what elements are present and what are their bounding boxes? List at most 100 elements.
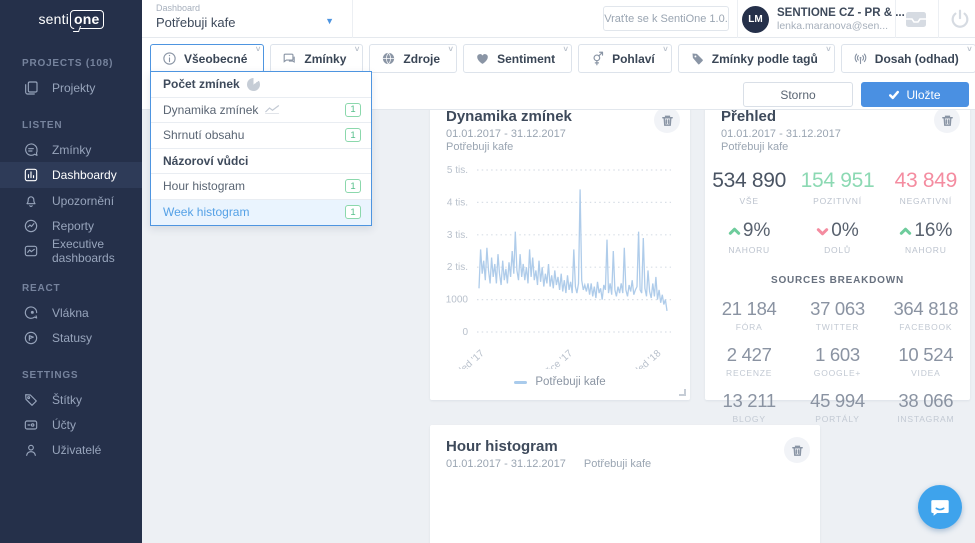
globe-icon: [381, 51, 396, 66]
x-axis-tick: led '17: [458, 348, 487, 369]
widget-count-badge: 1: [345, 128, 361, 143]
card-date-range: 01.01.2017 - 31.12.2017: [446, 458, 566, 470]
cancel-button[interactable]: Storno: [743, 82, 853, 107]
source-fora: 21 184 FÓRA: [705, 298, 793, 332]
stat-pozitivni: 154 951 POZITIVNÍ: [793, 169, 881, 206]
sidebar-item-label: Štítky: [52, 392, 83, 407]
sidebar-item-uzivatele[interactable]: Uživatelé: [0, 437, 142, 462]
source-label: VIDEA: [911, 368, 941, 378]
sidebar-item-vlakna[interactable]: Vlákna: [0, 300, 142, 325]
sidebar-item-dashboardy[interactable]: Dashboardy: [0, 162, 142, 188]
pie-chart-icon: [246, 77, 260, 91]
trend-up-icon: [728, 225, 741, 238]
tab-bar: Všeobecné ˅ Zmínky ˅ Zdroje ˅ Sentiment ˅ Pohlav…: [150, 44, 975, 73]
legend-color-dash: [514, 380, 528, 384]
tab-vseobecne[interactable]: Všeobecné ˅: [150, 44, 265, 73]
sidebar-item-label: Vlákna: [52, 305, 89, 320]
sidebar: senti one PROJECTS (108) Projekty LISTEN Zmí…: [0, 0, 142, 543]
trend-label: NAHORU: [728, 245, 770, 255]
card-project: Potřebuji kafe: [583, 458, 652, 470]
source-label: GOOGLE+: [813, 368, 862, 378]
dropdown-item-week-histogram[interactable]: Week histogram 1: [151, 199, 371, 225]
chevron-down-icon: ˅: [448, 45, 454, 54]
dashboard-selector[interactable]: Dashboard Potřebuji kafe ▼: [156, 3, 352, 35]
sidebar-section-header: SETTINGS: [22, 370, 79, 381]
source-value: 364 818: [893, 298, 959, 319]
tab-zminky-podle-tagu[interactable]: Zmínky podle tagů ˅: [677, 44, 835, 73]
user-name: SENTIONE CZ - PR & ...: [777, 6, 905, 19]
tab-dosah-odhad[interactable]: Dosah (odhad) ˅: [840, 44, 975, 73]
sentione-logo[interactable]: senti one: [0, 0, 142, 38]
sidebar-item-zminky[interactable]: Zmínky: [0, 137, 142, 162]
sidebar-item-ucty[interactable]: Účty: [0, 412, 142, 437]
trend-up-icon: [899, 225, 912, 238]
trend-label: DOLŮ: [824, 245, 851, 255]
widget-count-badge: 1: [345, 205, 361, 220]
dropdown-item-shrnuti-obsahu[interactable]: Shrnutí obsahu 1: [151, 123, 371, 149]
sidebar-item-stitky[interactable]: Štítky: [0, 387, 142, 412]
mentions-icon: [22, 141, 39, 158]
sidebar-item-label: Statusy: [52, 330, 93, 345]
tab-zminky[interactable]: Zmínky ˅: [270, 44, 364, 73]
stat-label: NEGATIVNÍ: [899, 196, 953, 206]
line-series: [478, 189, 668, 311]
y-axis-tick: 3 tis.: [447, 230, 468, 241]
dropdown-item-pocet-zminek[interactable]: Počet zmínek: [151, 72, 371, 98]
users-icon: [22, 441, 39, 458]
x-axis-tick: čce '17: [544, 348, 575, 369]
tag-solid-icon: [690, 51, 705, 66]
dropdown-item-label: Week histogram: [163, 205, 250, 220]
source-label: BLOGY: [732, 414, 766, 424]
topbar: Dashboard Potřebuji kafe ▼ Vraťte se k S…: [142, 0, 975, 38]
trend-down-icon: [816, 225, 829, 238]
sidebar-section-header: REACT: [22, 283, 61, 294]
widget-dropdown-menu: Počet zmínek Dynamika zmínek 1 Shrnutí obsa…: [150, 71, 372, 226]
broadcast-icon: [853, 51, 868, 66]
delete-widget-button[interactable]: [654, 107, 680, 133]
delete-widget-button[interactable]: [934, 107, 960, 133]
chevron-down-icon: ˅: [826, 45, 831, 54]
dropdown-item-hour-histogram[interactable]: Hour histogram 1: [151, 174, 371, 200]
resize-handle[interactable]: [679, 389, 686, 396]
delete-widget-button[interactable]: [784, 437, 810, 463]
source-value: 38 066: [898, 390, 954, 411]
back-to-sentione-button[interactable]: Vraťte se k SentiOne 1.0.: [603, 6, 729, 31]
y-axis-tick: 0: [462, 327, 468, 338]
tab-label: Pohlaví: [612, 51, 655, 66]
executive-dashboard-icon: [22, 242, 39, 259]
hour-histogram-bar-chart[interactable]: 30k: [430, 503, 820, 543]
dropdown-item-nazorovi-vudci[interactable]: Názoroví vůdci: [151, 149, 371, 174]
user-menu[interactable]: LM SENTIONE CZ - PR & ... lenka.maranova…: [742, 0, 905, 38]
avatar: LM: [742, 5, 769, 33]
tab-sentiment[interactable]: Sentiment ˅: [463, 44, 573, 73]
sidebar-item-executive-dashboards[interactable]: Executive dashboards: [0, 237, 142, 265]
power-icon[interactable]: [948, 8, 972, 30]
inbox-icon[interactable]: [904, 8, 928, 30]
chat-icon: [931, 500, 949, 516]
chart-legend: Potřebuji kafe: [430, 376, 690, 388]
logo-text-one: one: [70, 9, 104, 29]
card-project: Potřebuji kafe: [721, 141, 789, 153]
chat-launcher-button[interactable]: [918, 485, 962, 529]
sparkline-icon: [265, 105, 280, 115]
source-blogy: 13 211 BLOGY: [705, 390, 793, 424]
mentions-dynamics-line-chart[interactable]: 5 tis. 4 tis. 3 tis. 2 tis. 1000 0 led '17 čce …: [437, 157, 687, 369]
source-label: FACEBOOK: [899, 322, 953, 332]
source-label: RECENZE: [726, 368, 773, 378]
stat-value: 154 951: [800, 169, 875, 192]
tab-zdroje[interactable]: Zdroje ˅: [369, 44, 458, 73]
sidebar-item-reporty[interactable]: Reporty: [0, 213, 142, 238]
sidebar-item-statusy[interactable]: Statusy: [0, 325, 142, 350]
topbar-divider: [895, 0, 896, 38]
chevron-down-icon: ˅: [354, 45, 360, 54]
save-button[interactable]: Uložte: [861, 82, 969, 107]
stat-negativni: 43 849 NEGATIVNÍ: [882, 169, 970, 206]
dropdown-item-dynamika-zminek[interactable]: Dynamika zmínek 1: [151, 98, 371, 123]
source-value: 21 184: [721, 298, 777, 319]
sidebar-item-projekty[interactable]: Projekty: [0, 75, 142, 100]
card-prehled: Přehled 01.01.2017 - 31.12.2017 Potřebuj…: [705, 95, 970, 424]
tab-pohlavi[interactable]: Pohlaví ˅: [578, 44, 672, 73]
threads-icon: [22, 304, 39, 321]
sidebar-item-upozorneni[interactable]: Upozornění: [0, 188, 142, 213]
sidebar-item-label: Reporty: [52, 218, 95, 233]
